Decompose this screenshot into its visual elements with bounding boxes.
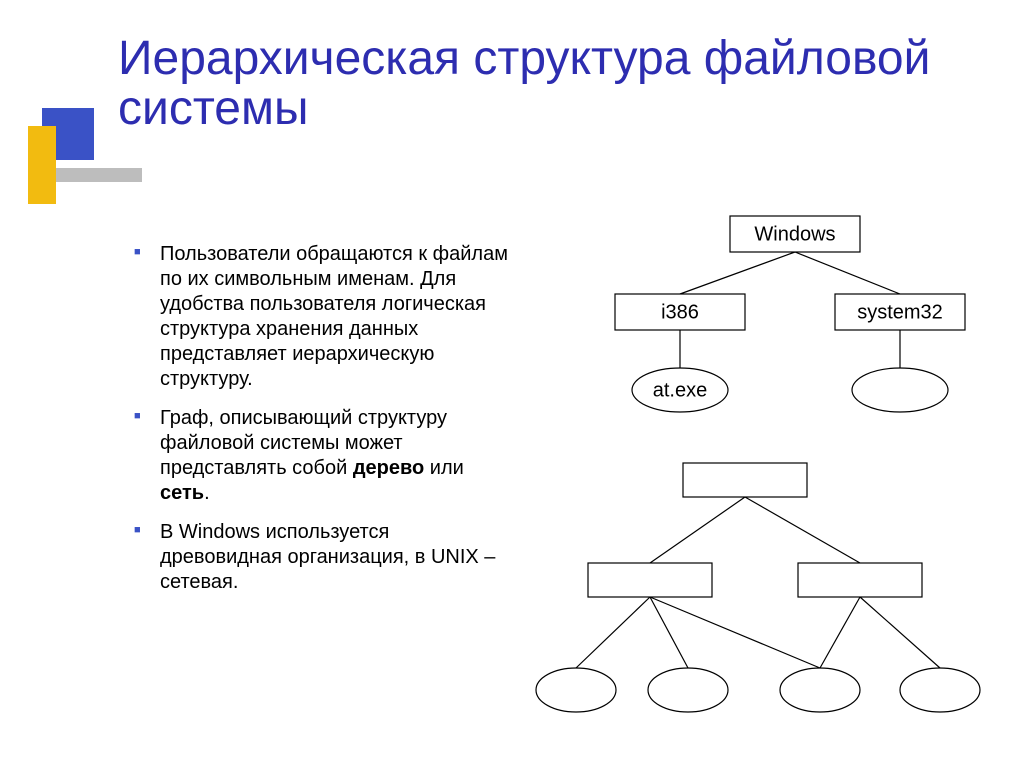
tree-edge [745,497,860,563]
tree-node [588,563,712,597]
bullet-strong: дерево [353,457,424,479]
tree-node-label: at.exe [653,379,707,401]
tree-edge [795,252,900,294]
slide-decor [0,108,110,228]
tree-node-label: Windows [754,223,835,245]
tree-diagram-windows: Windows i386 system32 at.exe [540,212,970,432]
bullet-item: Граф, описывающий структуру файловой сис… [134,406,514,506]
tree-edge [650,597,688,668]
tree-diagram-generic [520,460,990,740]
tree-edge [680,252,795,294]
tree-edge [820,597,860,668]
tree-node [780,668,860,712]
tree-node-label: i386 [661,301,699,323]
tree-node-label: system32 [857,301,943,323]
tree-node [798,563,922,597]
tree-node [648,668,728,712]
tree-node [900,668,980,712]
bullet-item: Пользователи обращаются к файлам по их с… [134,242,514,392]
bullet-strong: сеть [160,482,204,504]
tree-edge [650,497,745,563]
tree-edge [860,597,940,668]
bullet-list: Пользователи обращаются к файлам по их с… [134,242,514,609]
tree-edge [650,597,820,668]
bullet-text: Пользователи обращаются к файлам по их с… [160,243,508,390]
bullet-item: В Windows используется древовидная орган… [134,520,514,595]
decor-grey [54,168,142,182]
tree-edge [576,597,650,668]
tree-node [536,668,616,712]
tree-node [852,368,948,412]
bullet-text: . [204,482,210,504]
bullet-text: В Windows используется древовидная орган… [160,521,495,593]
decor-yellow [28,126,56,204]
slide-title: Иерархическая структура файловой системы [118,34,938,135]
bullet-text: или [424,457,464,479]
tree-node [683,463,807,497]
